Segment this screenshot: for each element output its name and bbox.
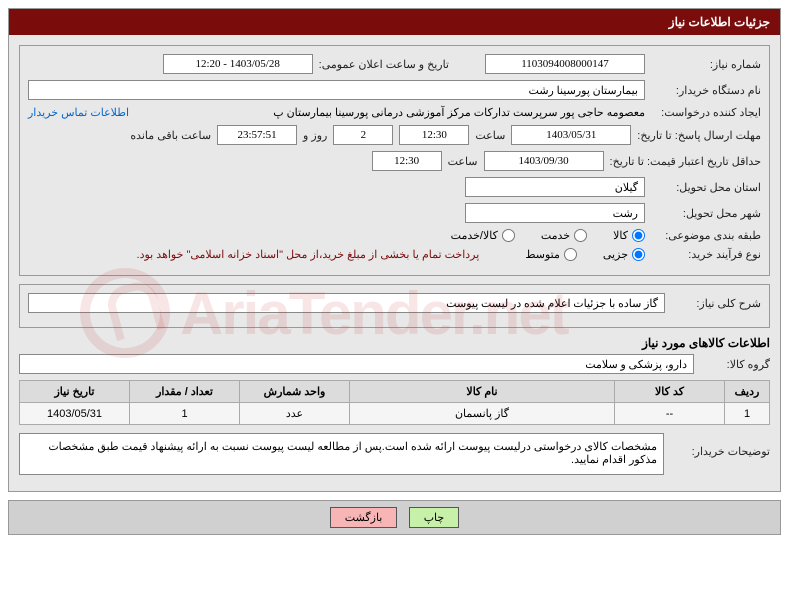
row-buyer-note: توضیحات خریدار: مشخصات کالای درخواستی در… <box>19 433 770 475</box>
bottom-bar: چاپ بازگشت <box>8 500 781 535</box>
panel-title: جزئیات اطلاعات نیاز <box>669 15 770 29</box>
radio-both-label[interactable]: کالا/خدمت <box>451 229 515 242</box>
items-title: اطلاعات کالاهای مورد نیاز <box>19 336 770 350</box>
radio-service[interactable] <box>574 229 587 242</box>
row-need-no: شماره نیاز: تاریخ و ساعت اعلان عمومی: <box>28 54 761 74</box>
city-label: شهر محل تحویل: <box>651 207 761 220</box>
td-code: -- <box>615 403 725 425</box>
buyer-note-box: مشخصات کالای درخواستی درلیست پیوست ارائه… <box>19 433 664 475</box>
row-requester: ایجاد کننده درخواست: معصومه حاجی پور سرپ… <box>28 106 761 119</box>
row-category: طبقه بندی موضوعی: کالا خدمت کالا/خدمت <box>28 229 761 242</box>
th-qty: تعداد / مقدار <box>130 381 240 403</box>
radio-both[interactable] <box>502 229 515 242</box>
row-validity: حداقل تاریخ اعتبار قیمت: تا تاریخ: ساعت <box>28 151 761 171</box>
province-label: استان محل تحویل: <box>651 181 761 194</box>
requester-label: ایجاد کننده درخواست: <box>651 106 761 119</box>
need-no-label: شماره نیاز: <box>651 58 761 71</box>
th-code: کد کالا <box>615 381 725 403</box>
print-button[interactable]: چاپ <box>409 507 460 528</box>
validity-date-input[interactable] <box>484 151 604 171</box>
time-label-1: ساعت <box>475 129 505 142</box>
validity-time-input[interactable] <box>372 151 442 171</box>
buyer-input[interactable] <box>28 80 645 100</box>
td-unit: عدد <box>240 403 350 425</box>
time-label-2: ساعت <box>448 155 478 168</box>
category-label: طبقه بندی موضوعی: <box>651 229 761 242</box>
radio-small[interactable] <box>632 248 645 261</box>
remain-label: ساعت باقی مانده <box>130 129 211 142</box>
td-row: 1 <box>725 403 770 425</box>
table-row: 1 -- گاز پانسمان عدد 1 1403/05/31 <box>20 403 770 425</box>
th-unit: واحد شمارش <box>240 381 350 403</box>
days-input[interactable] <box>333 125 393 145</box>
td-qty: 1 <box>130 403 240 425</box>
row-process: نوع فرآیند خرید: جزیی متوسط پرداخت تمام … <box>28 248 761 261</box>
deadline-time-input[interactable] <box>399 125 469 145</box>
summary-input[interactable] <box>28 293 665 313</box>
items-table: ردیف کد کالا نام کالا واحد شمارش تعداد /… <box>19 380 770 425</box>
radio-service-label[interactable]: خدمت <box>541 229 587 242</box>
radio-goods-label[interactable]: کالا <box>613 229 645 242</box>
deadline-date-input[interactable] <box>511 125 631 145</box>
summary-box: شرح کلی نیاز: <box>19 284 770 328</box>
row-summary: شرح کلی نیاز: <box>28 293 761 313</box>
contact-link[interactable]: اطلاعات تماس خریدار <box>28 106 129 119</box>
requester-value: معصومه حاجی پور سرپرست تدارکات مرکز آموز… <box>135 106 645 119</box>
group-label: گروه کالا: <box>700 358 770 371</box>
row-deadline: مهلت ارسال پاسخ: تا تاریخ: ساعت روز و سا… <box>28 125 761 145</box>
table-header-row: ردیف کد کالا نام کالا واحد شمارش تعداد /… <box>20 381 770 403</box>
row-buyer: نام دستگاه خریدار: <box>28 80 761 100</box>
radio-goods[interactable] <box>632 229 645 242</box>
radio-medium-label[interactable]: متوسط <box>525 248 577 261</box>
td-name: گاز پانسمان <box>350 403 615 425</box>
td-date: 1403/05/31 <box>20 403 130 425</box>
th-name: نام کالا <box>350 381 615 403</box>
panel-header: جزئیات اطلاعات نیاز <box>9 9 780 35</box>
row-group: گروه کالا: <box>19 354 770 374</box>
group-input[interactable] <box>19 354 694 374</box>
process-label: نوع فرآیند خرید: <box>651 248 761 261</box>
validity-label: حداقل تاریخ اعتبار قیمت: تا تاریخ: <box>610 155 761 168</box>
days-label: روز و <box>303 129 327 142</box>
row-city: شهر محل تحویل: <box>28 203 761 223</box>
deadline-label: مهلت ارسال پاسخ: تا تاریخ: <box>637 129 761 142</box>
main-panel: جزئیات اطلاعات نیاز شماره نیاز: تاریخ و … <box>8 8 781 492</box>
payment-note: پرداخت تمام یا بخشی از مبلغ خرید،از محل … <box>137 248 480 261</box>
buyer-note-label: توضیحات خریدار: <box>670 433 770 458</box>
radio-medium[interactable] <box>564 248 577 261</box>
back-button[interactable]: بازگشت <box>330 507 398 528</box>
province-input[interactable] <box>465 177 645 197</box>
announce-input[interactable] <box>163 54 313 74</box>
panel-body: شماره نیاز: تاریخ و ساعت اعلان عمومی: نا… <box>9 35 780 491</box>
buyer-label: نام دستگاه خریدار: <box>651 84 761 97</box>
city-input[interactable] <box>465 203 645 223</box>
th-date: تاریخ نیاز <box>20 381 130 403</box>
announce-label: تاریخ و ساعت اعلان عمومی: <box>319 58 449 71</box>
details-box: شماره نیاز: تاریخ و ساعت اعلان عمومی: نا… <box>19 45 770 276</box>
countdown-input[interactable] <box>217 125 297 145</box>
th-row: ردیف <box>725 381 770 403</box>
need-no-input[interactable] <box>485 54 645 74</box>
row-province: استان محل تحویل: <box>28 177 761 197</box>
radio-small-label[interactable]: جزیی <box>603 248 645 261</box>
summary-label: شرح کلی نیاز: <box>671 297 761 310</box>
